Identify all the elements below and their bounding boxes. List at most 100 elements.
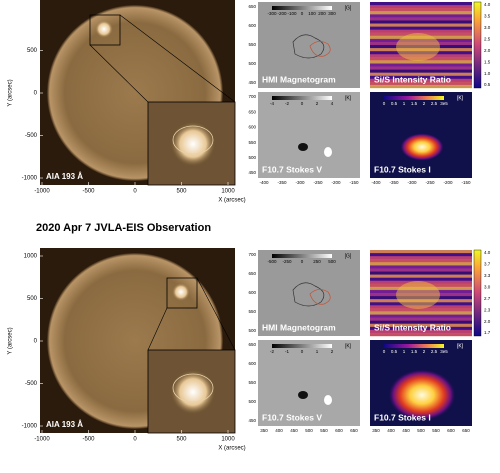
colorbar-tick-label: 3.7	[484, 262, 491, 267]
colorbar-tick-label: 1.5	[411, 101, 418, 106]
x-tick-label: 400	[275, 428, 283, 433]
x-tick-label: 0	[133, 437, 137, 443]
y-tick-label: 600	[248, 23, 256, 28]
magnetogram-image	[258, 250, 360, 336]
x-tick-label: -400	[259, 180, 269, 185]
contour	[309, 289, 331, 305]
ratio-core	[396, 281, 440, 309]
colorbar-tick-label: 0.5	[391, 101, 398, 106]
x-tick-label: 0	[133, 189, 137, 195]
ratio-stripe	[370, 329, 472, 334]
ratio-stripe	[370, 84, 472, 89]
colorbar-tick-label: -4	[270, 101, 274, 106]
x-tick-label: 1000	[221, 189, 235, 195]
y-tick-label: 550	[248, 42, 256, 47]
colorbar-tick-label: 2.7	[484, 296, 491, 301]
y-tick-label: 0	[34, 91, 38, 97]
colorbar-tick-label: -1	[285, 349, 289, 354]
ratio-stripe	[370, 17, 472, 21]
ratio-stripe	[370, 66, 472, 70]
ratio-stripe	[370, 262, 472, 266]
contour	[292, 282, 325, 307]
ratio-stripe	[370, 69, 472, 73]
colorbar-tick-label: 3e5	[440, 101, 448, 106]
colorbar-tick-label: 3.3	[484, 273, 491, 278]
y-axis-label: Y (arcsec)	[8, 327, 14, 354]
stokes-v-pos	[324, 147, 332, 157]
x-tick-label: -250	[313, 180, 323, 185]
x-tick-label: 600	[335, 428, 343, 433]
y-tick-label: 650	[248, 342, 256, 347]
y-tick-label: 500	[248, 155, 256, 160]
stokes-i-source	[400, 133, 444, 161]
ratio-stripe	[370, 81, 472, 86]
x-tick-label: 350	[372, 428, 380, 433]
region-box	[166, 277, 198, 309]
x-tick-label: -1000	[34, 437, 50, 443]
ratio-stripe	[370, 271, 472, 275]
ratio-stripe	[370, 26, 472, 30]
colorbar-tick-label: -2	[285, 101, 289, 106]
active-region	[95, 20, 113, 38]
ratio-stripe	[370, 11, 472, 15]
x-tick-label: -350	[277, 180, 287, 185]
colorbar	[384, 344, 444, 348]
y-tick-label: 0	[34, 339, 38, 345]
colorbar	[272, 96, 332, 100]
colorbar-tick-label: 0	[301, 101, 304, 106]
ratio-stripe	[370, 326, 472, 331]
stokes-v-image	[258, 92, 360, 178]
zoom-line	[147, 307, 168, 351]
colorbar-unit: [K]	[457, 343, 464, 349]
ratio-stripe	[370, 311, 472, 315]
stokes-v-neg	[298, 143, 308, 151]
colorbar-tick-label: -250	[282, 259, 292, 264]
y-tick-label: 650	[248, 271, 256, 276]
colorbar-tick-label: 0	[383, 349, 386, 354]
x-axis-label: X (arcsec)	[218, 198, 245, 204]
colorbar-unit: [G]	[345, 253, 352, 259]
ratio-core	[396, 33, 440, 61]
colorbar-tick-label: -500	[267, 259, 277, 264]
x-tick-label: 350	[260, 428, 268, 433]
colorbar	[272, 6, 332, 10]
ratio-stripe	[370, 75, 472, 80]
colorbar-tick-label: -200	[277, 11, 287, 16]
inset-loops	[171, 122, 215, 166]
y-tick-label: -1000	[22, 424, 38, 430]
aia-label: AIA 193 Å	[46, 420, 83, 429]
ratio-stripe	[370, 5, 472, 9]
colorbar-tick-label: 3.0	[484, 25, 491, 30]
colorbar-tick-label: 0	[301, 349, 304, 354]
x-tick-label: 500	[176, 189, 187, 195]
colorbar	[272, 254, 332, 258]
colorbar-unit: [K]	[457, 95, 464, 101]
y-tick-label: 700	[248, 252, 256, 257]
y-tick-label: 450	[248, 170, 256, 175]
colorbar-tick-label: 100	[308, 11, 316, 16]
y-tick-label: 1000	[24, 254, 38, 260]
ratio-stripe	[370, 23, 472, 27]
y-tick-label: -500	[25, 381, 38, 387]
panel-label: F10.7 Stokes V	[262, 412, 322, 422]
x-tick-label: 650	[462, 428, 470, 433]
region-box	[89, 14, 121, 46]
zoom-line	[89, 44, 149, 103]
x-tick-label: -150	[349, 180, 359, 185]
colorbar-tick-label: 200	[318, 11, 326, 16]
panel-label: HMI Magnetogram	[262, 322, 336, 332]
ratio-stripe	[370, 60, 472, 64]
colorbar-tick-label: 1.0	[484, 71, 491, 76]
colorbar-tick-label: 0.5	[484, 82, 491, 87]
colorbar-tick-label: 1.5	[484, 59, 491, 64]
contour	[292, 34, 325, 59]
y-tick-label: 500	[248, 399, 256, 404]
colorbar-tick-label: 1	[403, 349, 406, 354]
colorbar-tick-label: 2	[331, 349, 334, 354]
colorbar-tick-label: 2	[423, 101, 426, 106]
x-tick-label: -150	[461, 180, 471, 185]
ratio-stripe	[370, 274, 472, 278]
ratio-stripe	[370, 332, 472, 337]
stokes-i-source	[388, 369, 456, 421]
y-tick-label: 500	[248, 328, 256, 333]
